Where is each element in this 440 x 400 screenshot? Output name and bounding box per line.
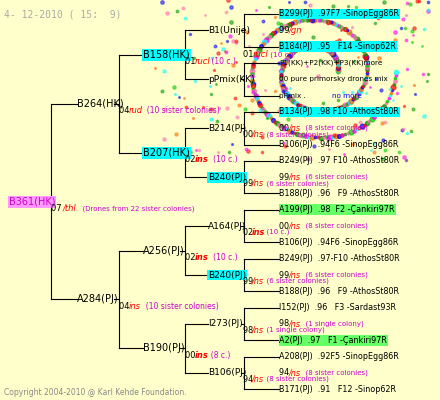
Text: I273(PJ): I273(PJ) xyxy=(208,320,242,328)
Text: (8 sister colonies): (8 sister colonies) xyxy=(262,131,329,138)
Text: 00: 00 xyxy=(279,124,292,133)
Text: 01: 01 xyxy=(243,50,256,59)
Text: (10 c.): (10 c.) xyxy=(262,229,290,236)
Text: rud: rud xyxy=(129,106,143,115)
Text: 99: 99 xyxy=(243,179,256,188)
Text: (1 single colony): (1 single colony) xyxy=(301,321,364,327)
Text: 04: 04 xyxy=(119,106,132,115)
Text: B361(HK): B361(HK) xyxy=(9,196,55,206)
Text: /gn: /gn xyxy=(289,26,303,35)
Text: /ns: /ns xyxy=(289,124,301,133)
Text: (Drones from 22 sister colonies): (Drones from 22 sister colonies) xyxy=(78,205,194,212)
Text: B264(HK): B264(HK) xyxy=(77,99,124,109)
Text: pPmix .: pPmix . xyxy=(279,92,306,98)
Text: (8 sister colonies): (8 sister colonies) xyxy=(262,376,329,382)
Text: B171(PJ)  .91   F12 -Sinop62R: B171(PJ) .91 F12 -Sinop62R xyxy=(279,385,396,394)
Text: /ns: /ns xyxy=(252,326,264,335)
Text: A164(PJ): A164(PJ) xyxy=(208,222,246,230)
Text: 98: 98 xyxy=(243,326,256,335)
Text: B188(PJ)  .96   F9 -AthosSt80R: B188(PJ) .96 F9 -AthosSt80R xyxy=(279,189,400,198)
Text: /thl: /thl xyxy=(62,204,76,213)
Text: B106(PJ)  .94F6 -SinopEgg86R: B106(PJ) .94F6 -SinopEgg86R xyxy=(279,238,399,247)
Text: no more: no more xyxy=(332,92,362,98)
Text: 00: 00 xyxy=(243,130,255,139)
Text: 07: 07 xyxy=(51,204,65,213)
Text: (8 sister colonies): (8 sister colonies) xyxy=(301,125,368,132)
Text: (6 sister colonies): (6 sister colonies) xyxy=(262,180,329,186)
Text: B207(HK): B207(HK) xyxy=(143,148,190,158)
Text: 00: 00 xyxy=(185,351,198,360)
Text: /ns: /ns xyxy=(252,179,264,188)
Text: 99: 99 xyxy=(243,277,256,286)
Text: /ns: /ns xyxy=(252,374,264,384)
Text: ins: ins xyxy=(194,253,209,262)
Text: A2(PJ)  .97   F1 -Çankiri97R: A2(PJ) .97 F1 -Çankiri97R xyxy=(279,336,387,345)
Text: 98: 98 xyxy=(279,320,292,328)
Text: (10 c.): (10 c.) xyxy=(268,52,294,58)
Text: I152(PJ)  .96   F3 -Sardast93R: I152(PJ) .96 F3 -Sardast93R xyxy=(279,303,396,312)
Text: 94: 94 xyxy=(279,368,292,377)
Text: (10 c.): (10 c.) xyxy=(206,155,238,164)
Text: B249(PJ)  .97-F10 -AthosSt80R: B249(PJ) .97-F10 -AthosSt80R xyxy=(279,254,400,263)
Text: B184(PJ)  .95   F14 -Sinop62R: B184(PJ) .95 F14 -Sinop62R xyxy=(279,42,396,51)
Text: /ns: /ns xyxy=(289,320,301,328)
Text: (10 sister colonies): (10 sister colonies) xyxy=(141,302,219,311)
Text: A199(PJ)  .98  F2 -Çankiri97R: A199(PJ) .98 F2 -Çankiri97R xyxy=(279,205,395,214)
Text: B214(PJ): B214(PJ) xyxy=(208,124,246,133)
Text: (10 sister colonies): (10 sister colonies) xyxy=(142,106,220,115)
Text: /ns: /ns xyxy=(289,173,301,182)
Text: B190(PJ): B190(PJ) xyxy=(143,344,185,354)
Text: /ns: /ns xyxy=(289,368,301,377)
Text: A256(PJ): A256(PJ) xyxy=(143,246,185,256)
Text: 01: 01 xyxy=(185,57,198,66)
Text: pPmix(KK): pPmix(KK) xyxy=(208,75,254,84)
Text: P1(KK)+P2(KK)+P3(KK)more: P1(KK)+P2(KK)+P3(KK)more xyxy=(279,60,383,66)
Text: (6 sister colonies): (6 sister colonies) xyxy=(301,174,368,180)
Text: B249(PJ)  .97 F10 -AthosSt80R: B249(PJ) .97 F10 -AthosSt80R xyxy=(279,156,400,165)
Text: 4- 12-2010 ( 15:  9): 4- 12-2010 ( 15: 9) xyxy=(4,9,122,19)
Text: /ns: /ns xyxy=(252,130,264,139)
Text: /ns: /ns xyxy=(252,277,264,286)
Text: B134(PJ)  .98 F10 -AthosSt80R: B134(PJ) .98 F10 -AthosSt80R xyxy=(279,107,399,116)
Text: rucl: rucl xyxy=(253,50,268,59)
Text: A284(PJ): A284(PJ) xyxy=(77,294,119,304)
Text: 02: 02 xyxy=(185,155,198,164)
Text: (6 sister colonies): (6 sister colonies) xyxy=(262,278,329,284)
Text: 02: 02 xyxy=(185,253,198,262)
Text: 00: 00 xyxy=(279,222,292,230)
Text: B240(PJ): B240(PJ) xyxy=(208,173,246,182)
Text: 00 pure primorsky drones mix: 00 pure primorsky drones mix xyxy=(279,76,388,82)
Text: ins: ins xyxy=(194,351,209,360)
Text: (10 c.): (10 c.) xyxy=(206,253,238,262)
Text: rucl: rucl xyxy=(194,57,210,66)
Text: B158(HK): B158(HK) xyxy=(143,50,190,60)
Text: 99: 99 xyxy=(279,173,292,182)
Text: B106(PJ): B106(PJ) xyxy=(208,368,246,377)
Text: B188(PJ)  .96   F9 -AthosSt80R: B188(PJ) .96 F9 -AthosSt80R xyxy=(279,287,400,296)
Text: (8 sister colonies): (8 sister colonies) xyxy=(301,223,368,229)
Text: /ns: /ns xyxy=(289,222,301,230)
Text: (6 sister colonies): (6 sister colonies) xyxy=(301,272,368,278)
Text: 94: 94 xyxy=(243,374,256,384)
Text: Copyright 2004-2010 @ Karl Kehde Foundation.: Copyright 2004-2010 @ Karl Kehde Foundat… xyxy=(4,388,187,397)
Text: B240(PJ): B240(PJ) xyxy=(208,270,246,280)
Text: ins: ins xyxy=(194,155,209,164)
Text: (1 single colony): (1 single colony) xyxy=(262,327,325,333)
Text: A208(PJ)  .92F5 -SinopEgg86R: A208(PJ) .92F5 -SinopEgg86R xyxy=(279,352,399,361)
Text: (10 c.): (10 c.) xyxy=(209,57,235,66)
Text: B299(PJ)  .97F7 -SinopEgg86R: B299(PJ) .97F7 -SinopEgg86R xyxy=(279,10,400,18)
Text: 04: 04 xyxy=(119,302,132,311)
Text: (8 c.): (8 c.) xyxy=(206,351,230,360)
Text: 02: 02 xyxy=(243,228,256,237)
Text: ins: ins xyxy=(129,302,141,311)
Text: (8 sister colonies): (8 sister colonies) xyxy=(301,370,368,376)
Text: 99: 99 xyxy=(279,270,292,280)
Text: 99: 99 xyxy=(279,26,293,35)
Text: /ns: /ns xyxy=(289,270,301,280)
Text: ins: ins xyxy=(252,228,265,237)
Text: B106(PJ)  .94F6 -SinopEgg86R: B106(PJ) .94F6 -SinopEgg86R xyxy=(279,140,399,149)
Text: B1(Unije): B1(Unije) xyxy=(208,26,249,35)
